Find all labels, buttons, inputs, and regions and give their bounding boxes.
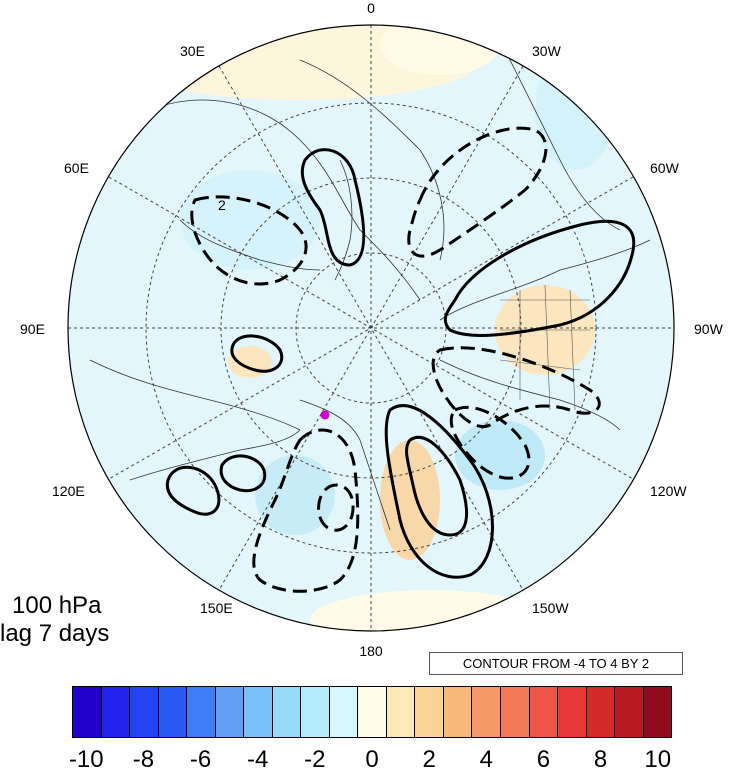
colorbar-swatch <box>272 687 302 737</box>
lon-label-90e: 90E <box>20 321 45 337</box>
colorbar-swatch <box>443 687 473 737</box>
colorbar-swatch <box>500 687 530 737</box>
colorbar-tick-label: 6 <box>536 746 551 773</box>
colorbar-tick-label: 2 <box>422 746 436 773</box>
lon-label-150w: 150W <box>532 600 569 616</box>
colorbar-swatch <box>158 687 188 737</box>
anomaly-negative <box>180 170 320 270</box>
colorbar-swatch <box>187 687 216 737</box>
lon-label-180: 180 <box>359 643 383 659</box>
colorbar-swatch <box>558 687 587 737</box>
lon-label-30e: 30E <box>180 43 205 59</box>
colorbar-tick-label: 0 <box>365 746 379 773</box>
contour-note: CONTOUR FROM -4 TO 4 BY 2 <box>429 652 683 675</box>
colorbar-swatch <box>472 687 501 737</box>
anomaly-positive <box>310 590 550 631</box>
anomaly-positive <box>380 25 500 75</box>
lon-label-60w: 60W <box>650 160 680 176</box>
anomaly-negative <box>255 455 335 535</box>
colorbar-tick-label: 8 <box>593 746 608 773</box>
colorbar-swatch <box>586 687 616 737</box>
colorbar <box>72 686 672 738</box>
colorbar-swatch <box>358 687 387 737</box>
contours-positive <box>165 148 636 579</box>
pressure-level: 100 hPa <box>12 592 102 619</box>
location-marker <box>320 410 330 420</box>
colorbar-swatch <box>643 687 672 737</box>
colorbar-tick-label: -10 <box>68 746 104 773</box>
colorbar-swatch <box>301 687 330 737</box>
colorbar-swatch <box>130 687 159 737</box>
contour-label: 2 <box>218 197 226 213</box>
colorbar-swatch <box>329 687 359 737</box>
lon-label-120e: 120E <box>52 483 85 499</box>
colorbar-swatch <box>415 687 444 737</box>
colorbar-swatch <box>386 687 416 737</box>
map-border <box>67 24 675 632</box>
lon-label-0: 0 <box>367 0 375 16</box>
colorbar-swatch <box>244 687 273 737</box>
lag-label: lag 7 days <box>0 620 110 647</box>
anomaly-positive <box>228 346 272 378</box>
lon-label-30w: 30W <box>532 43 562 59</box>
state-borders <box>499 284 590 411</box>
colorbar-tick-label: -8 <box>132 746 155 773</box>
colorbar-tick-label: 10 <box>644 746 672 773</box>
graticule <box>68 25 674 631</box>
map-disk <box>68 25 674 631</box>
lon-label-120w: 120W <box>650 483 687 499</box>
colorbar-swatch <box>215 687 245 737</box>
colorbar-swatch <box>101 687 131 737</box>
colorbar-tick-label: 4 <box>479 746 493 773</box>
colorbar-tick-label: -2 <box>304 746 326 773</box>
colorbar-swatch <box>615 687 644 737</box>
lon-label-150e: 150E <box>200 600 233 616</box>
colorbar-swatch <box>529 687 559 737</box>
longitude-labels: 0 30W 60W 90W 120W 150W 180 150E 120E 90… <box>20 0 724 659</box>
colorbar-tick-label: -6 <box>189 746 212 773</box>
colorbar-tick-label: -4 <box>247 746 269 773</box>
contours-negative <box>190 126 601 593</box>
lon-label-60e: 60E <box>64 160 89 176</box>
colorbar-swatch <box>73 687 102 737</box>
lon-label-90w: 90W <box>694 321 724 337</box>
coastlines <box>89 39 651 531</box>
anomaly-positive <box>380 440 440 560</box>
